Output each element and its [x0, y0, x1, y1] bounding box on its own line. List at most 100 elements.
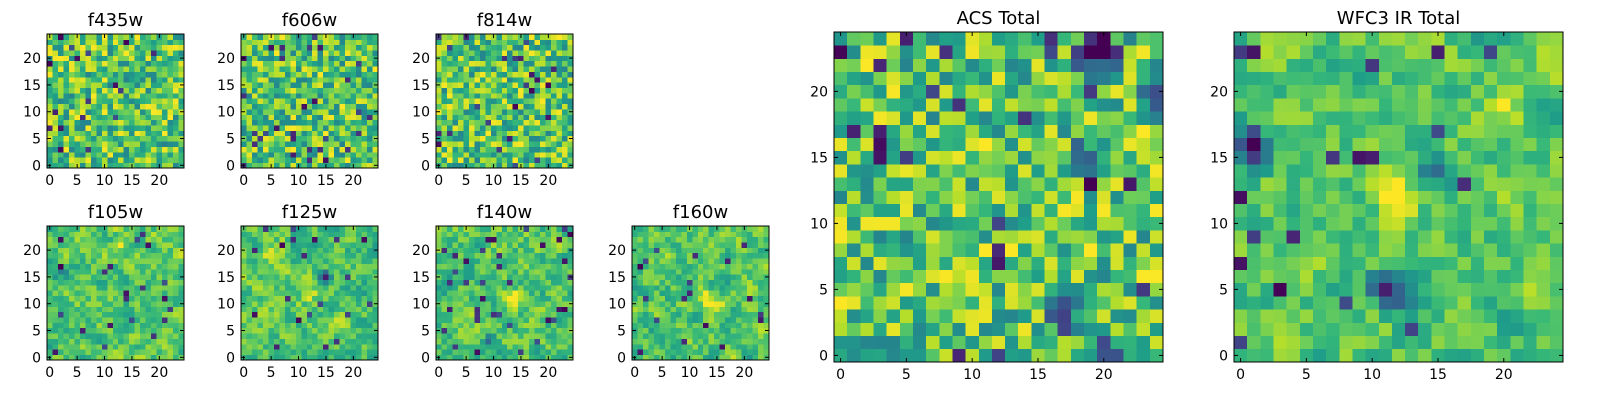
heatmap-cell: [112, 279, 119, 286]
heatmap-cell: [725, 284, 732, 291]
heatmap-cell: [446, 290, 453, 297]
heatmap-cell: [47, 71, 53, 78]
heatmap-cell: [101, 252, 108, 259]
heatmap-cell: [758, 290, 764, 297]
heatmap-cell: [290, 295, 297, 302]
heatmap-cell: [534, 327, 541, 334]
heatmap-cell: [268, 338, 275, 345]
heatmap-cell: [529, 114, 536, 121]
heatmap-cell: [873, 203, 888, 218]
heatmap-cell: [736, 301, 742, 307]
heatmap-cell: [719, 284, 726, 291]
heatmap-cell: [540, 55, 546, 62]
heatmap-cell: [63, 157, 70, 164]
heatmap-cell: [241, 151, 247, 158]
heatmap-cell: [653, 322, 660, 329]
heatmap-cell: [485, 82, 492, 88]
heatmap-cell: [96, 317, 103, 323]
heatmap-cell: [134, 55, 141, 62]
heatmap-cell: [692, 231, 699, 238]
heatmap-cell: [101, 306, 108, 313]
heatmap-cell: [736, 349, 742, 356]
heatmap-cell: [68, 141, 75, 147]
heatmap-cell: [273, 301, 280, 307]
heatmap-cell: [290, 290, 297, 297]
heatmap-cell: [57, 231, 64, 238]
heatmap-cell: [648, 231, 655, 238]
heatmap-cell: [57, 125, 64, 131]
heatmap-cell: [703, 231, 710, 238]
heatmap-cell: [436, 92, 442, 99]
heatmap-cell: [512, 92, 519, 99]
heatmap-cell: [290, 157, 297, 164]
heatmap-cell: [85, 311, 92, 318]
heatmap-cell: [939, 190, 953, 204]
heatmap-cell: [518, 98, 525, 105]
heatmap-cell: [312, 301, 319, 307]
y-tick-label: 10: [608, 297, 626, 313]
heatmap-cell: [57, 76, 64, 83]
heatmap-cell: [736, 322, 742, 329]
heatmap-cell: [567, 157, 574, 164]
heatmap-cell: [85, 236, 92, 243]
heatmap-cell: [279, 66, 286, 72]
heatmap-cell: [507, 333, 514, 339]
heatmap-cell: [241, 338, 247, 345]
heatmap-cell: [301, 98, 308, 105]
heatmap-cell: [523, 252, 530, 259]
heatmap-cell: [178, 338, 185, 345]
heatmap-cell: [686, 263, 693, 270]
x-tick-label: 0: [434, 365, 443, 381]
heatmap-cell: [1123, 203, 1138, 218]
heatmap-cell: [372, 39, 379, 46]
heatmap-cell: [151, 231, 157, 238]
heatmap-cell: [1031, 335, 1045, 350]
heatmap-cell: [556, 322, 563, 329]
heatmap-cell: [637, 306, 644, 313]
heatmap-cell: [107, 327, 114, 334]
heatmap-cell: [47, 343, 53, 350]
heatmap-cell: [112, 258, 119, 264]
heatmap-cell: [714, 295, 721, 302]
heatmap-cell: [367, 295, 373, 302]
heatmap-cell: [686, 338, 693, 345]
heatmap-cell: [703, 242, 710, 248]
heatmap-cell: [523, 231, 530, 238]
heatmap-cell: [85, 258, 92, 264]
heatmap-cell: [485, 338, 492, 345]
heatmap-cell: [457, 119, 464, 126]
y-tick-label: 10: [217, 297, 235, 313]
heatmap-cell: [670, 231, 677, 238]
heatmap-cell: [317, 343, 324, 350]
heatmap-cell: [57, 39, 64, 46]
heatmap-cell: [129, 236, 136, 243]
heatmap-cell: [350, 306, 357, 313]
heatmap-cell: [518, 295, 525, 302]
heatmap-cell: [372, 66, 379, 72]
heatmap-cell: [317, 60, 324, 67]
heatmap-cell: [551, 284, 557, 291]
heatmap-cell: [334, 141, 341, 147]
heatmap-cell: [457, 311, 464, 318]
heatmap-cell: [284, 66, 291, 72]
heatmap-cell: [52, 279, 59, 286]
heatmap-cell: [273, 247, 280, 254]
heatmap-cell: [251, 317, 258, 323]
heatmap-cell: [279, 284, 286, 291]
heatmap-cell: [965, 322, 980, 336]
heatmap-cell: [507, 354, 514, 361]
heatmap-cell: [441, 60, 448, 67]
heatmap-cell: [551, 82, 557, 88]
heatmap-cell: [926, 190, 940, 204]
heatmap-cell: [350, 71, 357, 78]
heatmap-cell: [79, 87, 86, 94]
heatmap-cell: [123, 44, 130, 51]
heatmap-cell: [356, 76, 362, 83]
heatmap-cell: [763, 252, 770, 259]
heatmap-cell: [350, 44, 357, 51]
heatmap-cell: [284, 103, 291, 110]
heatmap-cell: [101, 231, 108, 238]
heatmap-cell: [697, 274, 704, 280]
heatmap-cell: [567, 76, 574, 83]
heatmap-cell: [562, 39, 568, 46]
